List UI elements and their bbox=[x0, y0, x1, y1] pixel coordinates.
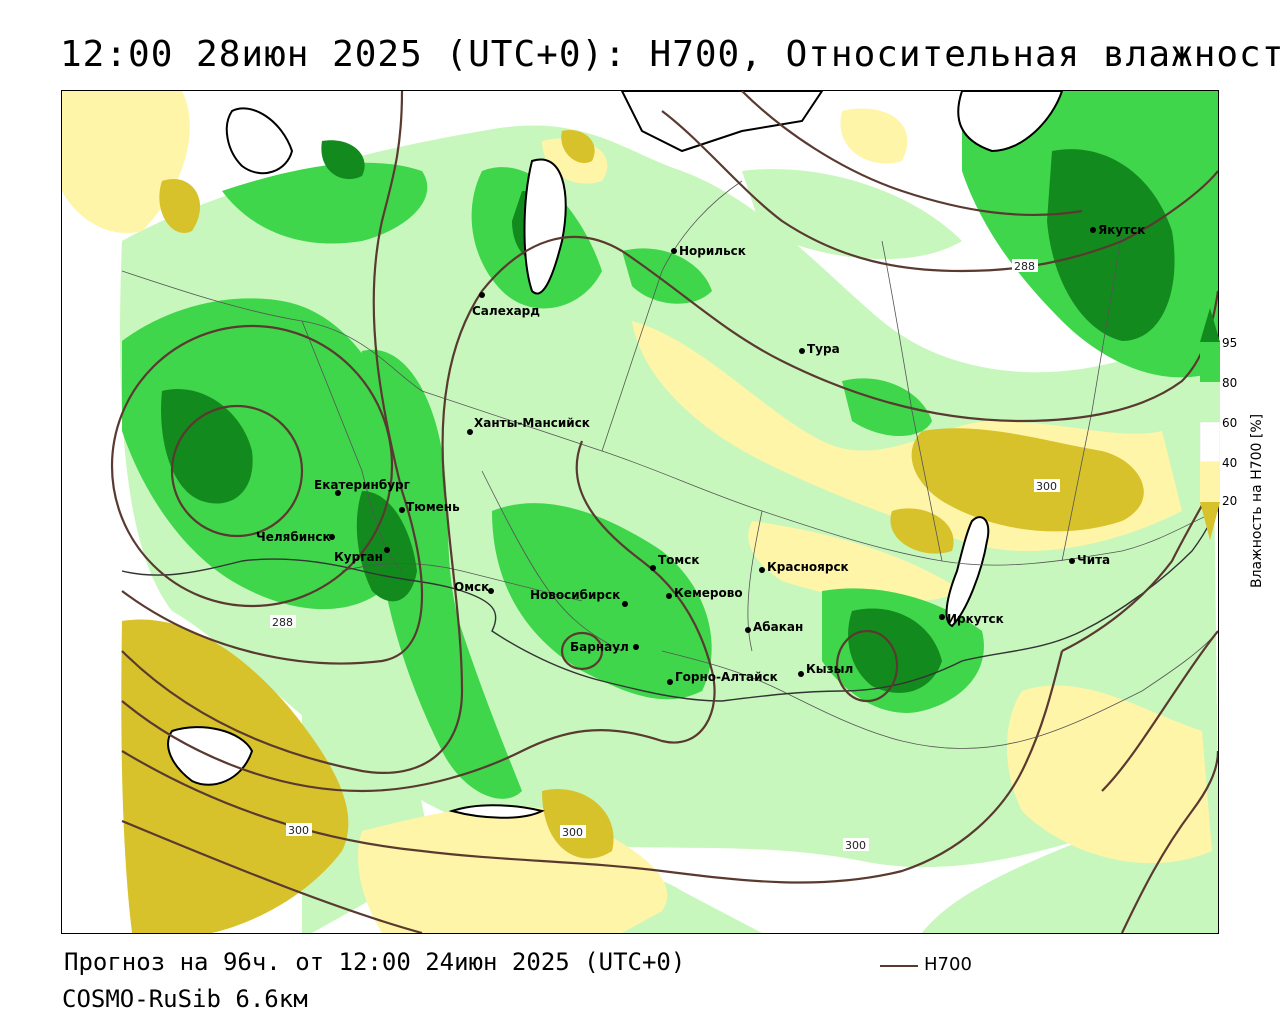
svg-text:Салехард: Салехард bbox=[472, 304, 540, 318]
colorbar-tick: 95 bbox=[1222, 336, 1238, 350]
svg-text:Томск: Томск bbox=[658, 553, 700, 567]
city-gorno-altaysk: Горно-Алтайск bbox=[667, 670, 778, 685]
svg-text:Кызыл: Кызыл bbox=[806, 662, 853, 676]
city-krasnoyarsk: Красноярск bbox=[759, 560, 849, 574]
city-chita: Чита bbox=[1069, 553, 1110, 567]
isoline-label: 288 bbox=[272, 616, 293, 629]
city-khanty-mansiysk: Ханты-Мансийск bbox=[467, 416, 590, 435]
region-boundaries bbox=[121, 180, 1218, 749]
cities: Норильск Якутск Салехард Тура Ханты-Манс… bbox=[256, 223, 1145, 685]
city-irkutsk: Иркутск bbox=[939, 612, 1004, 626]
city-tomsk: Томск bbox=[650, 553, 700, 571]
svg-text:Ханты-Мансийск: Ханты-Мансийск bbox=[474, 416, 590, 430]
city-tyumen: Тюмень bbox=[399, 500, 460, 514]
model-name: COSMO-RuSib 6.6км bbox=[62, 985, 308, 1013]
colorbar-bottom-arrow bbox=[1200, 502, 1220, 540]
city-yakutsk: Якутск bbox=[1090, 223, 1145, 237]
svg-text:Екатеринбург: Екатеринбург bbox=[314, 478, 410, 492]
city-chelyabinsk: Челябинск bbox=[256, 530, 335, 544]
isoline-labels: 288 288 300 300 300 300 bbox=[270, 259, 1060, 852]
city-tura: Тура bbox=[799, 342, 840, 356]
map-frame bbox=[61, 90, 1219, 934]
svg-text:Иркутск: Иркутск bbox=[947, 612, 1004, 626]
isoline-label: 300 bbox=[1036, 480, 1057, 493]
city-novosibirsk: Новосибирск bbox=[530, 588, 628, 607]
colorbar-band-40-60 bbox=[1200, 421, 1220, 463]
city-barnaul: Барнаул bbox=[570, 640, 639, 654]
city-kyzyl: Кызыл bbox=[798, 662, 853, 677]
isoline-label: 288 bbox=[1014, 260, 1035, 273]
colorbar-tick: 60 bbox=[1222, 416, 1238, 430]
colorbar-top-arrow bbox=[1200, 308, 1220, 342]
legend-line-swatch bbox=[880, 965, 918, 967]
isoline-label: 300 bbox=[845, 839, 866, 852]
colorbar-band-80-95 bbox=[1200, 342, 1220, 382]
svg-text:Тура: Тура bbox=[807, 342, 840, 356]
colorbar-band-60-80 bbox=[1200, 382, 1220, 422]
colorbar-band-20-40 bbox=[1200, 462, 1220, 502]
colorbar-tick: 40 bbox=[1222, 456, 1238, 470]
svg-text:Горно-Алтайск: Горно-Алтайск bbox=[675, 670, 778, 684]
map-title: 12:00 28июн 2025 (UTC+0): H700, Относите… bbox=[60, 34, 1280, 75]
isoline-label: 300 bbox=[288, 824, 309, 837]
colorbar-title: Влажность на H700 [%] bbox=[1249, 413, 1265, 588]
humid-areas bbox=[122, 91, 1218, 799]
colorbar-tick: 20 bbox=[1222, 494, 1238, 508]
city-abakan: Абакан bbox=[745, 620, 803, 634]
city-norilsk: Норильск bbox=[671, 244, 746, 258]
svg-text:Новосибирск: Новосибирск bbox=[530, 588, 620, 602]
svg-text:Омск: Омск bbox=[454, 580, 489, 594]
svg-text:Тюмень: Тюмень bbox=[406, 500, 460, 514]
forecast-subtitle: Прогноз на 96ч. от 12:00 24июн 2025 (UTC… bbox=[64, 948, 686, 976]
svg-text:Барнаул: Барнаул bbox=[570, 640, 629, 654]
svg-text:Курган: Курган bbox=[334, 550, 383, 564]
svg-text:Абакан: Абакан bbox=[753, 620, 803, 634]
humidity-colorbar bbox=[1200, 308, 1220, 540]
coastlines bbox=[167, 91, 1064, 819]
city-kurgan: Курган bbox=[334, 547, 390, 564]
humidity-map: 288 288 300 300 300 300 Норильск Якутск … bbox=[62, 91, 1218, 933]
svg-text:Якутск: Якутск bbox=[1098, 223, 1145, 237]
city-yekaterinburg: Екатеринбург bbox=[314, 478, 410, 496]
svg-text:Чита: Чита bbox=[1077, 553, 1110, 567]
city-salekhard: Салехард bbox=[472, 292, 540, 318]
svg-text:Норильск: Норильск bbox=[679, 244, 746, 258]
legend-label: H700 bbox=[924, 954, 972, 975]
city-kemerovo: Кемерово bbox=[666, 586, 743, 600]
city-omsk: Омск bbox=[454, 580, 494, 594]
country-border bbox=[121, 490, 1218, 702]
h700-isolines bbox=[110, 91, 1218, 933]
colorbar-tick: 80 bbox=[1222, 376, 1238, 390]
svg-text:Красноярск: Красноярск bbox=[767, 560, 849, 574]
isoline-label: 300 bbox=[562, 826, 583, 839]
svg-text:Кемерово: Кемерово bbox=[674, 586, 743, 600]
svg-text:Челябинск: Челябинск bbox=[256, 530, 331, 544]
